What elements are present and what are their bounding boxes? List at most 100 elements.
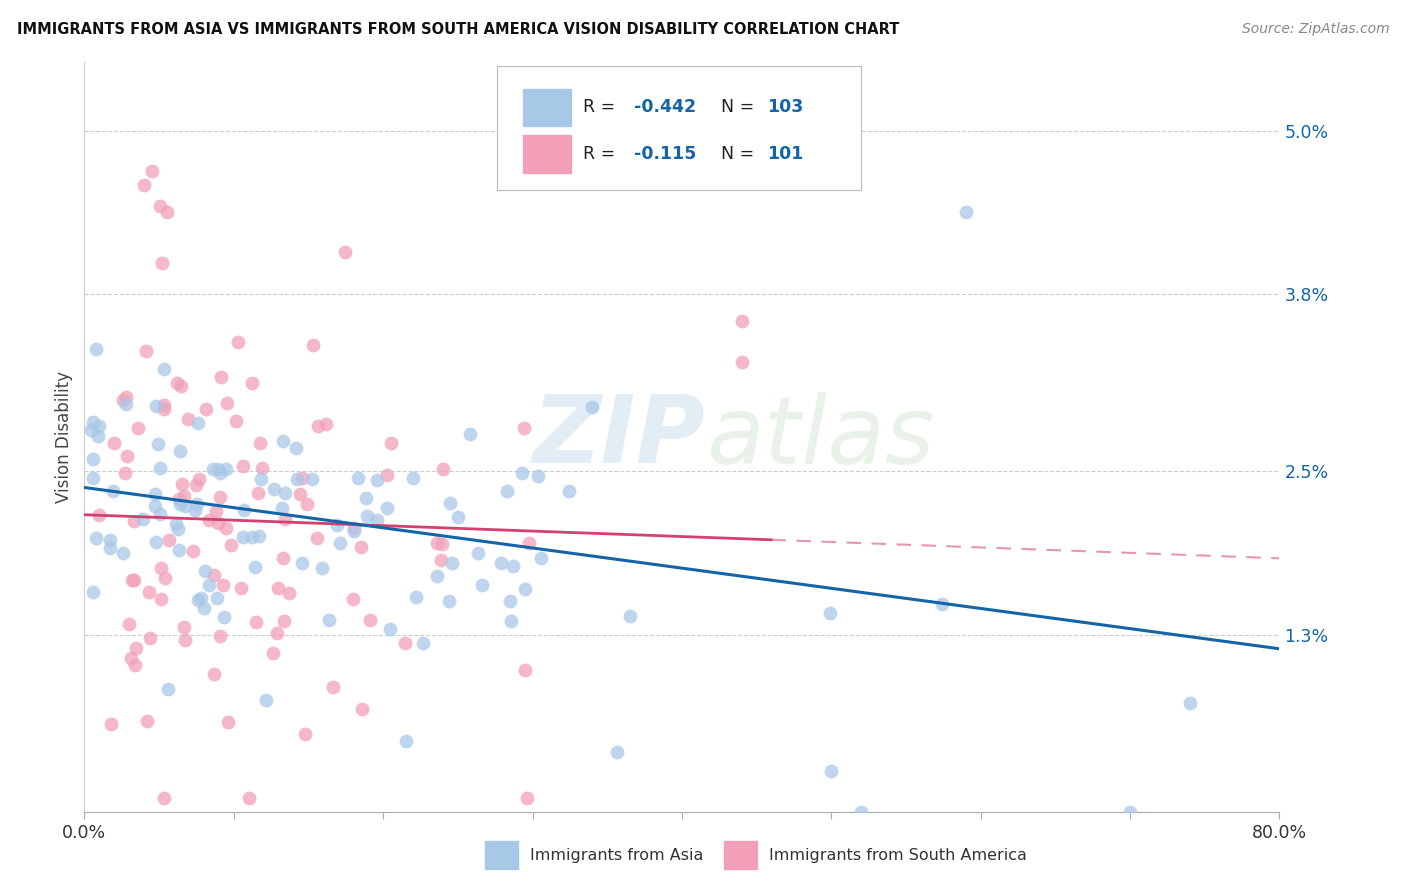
Immigrants from South America <box>173 620 195 634</box>
Immigrants from South America <box>267 581 290 595</box>
Immigrants from South America <box>198 513 221 527</box>
Immigrants from South America <box>273 614 295 628</box>
Immigrants from South America <box>240 376 263 390</box>
Immigrants from Asia <box>329 536 352 550</box>
Immigrants from South America <box>89 508 111 523</box>
Bar <box>724 841 758 870</box>
Immigrants from Asia <box>132 512 155 526</box>
Immigrants from Asia <box>502 559 524 574</box>
Immigrants from Asia <box>169 543 191 558</box>
Immigrants from Asia <box>527 469 550 483</box>
Immigrants from South America <box>516 791 538 805</box>
Immigrants from South America <box>247 486 270 500</box>
Immigrants from Asia <box>343 524 366 538</box>
Immigrants from Asia <box>285 472 308 486</box>
Text: R =: R = <box>582 98 620 116</box>
Immigrants from Asia <box>513 582 536 596</box>
Immigrants from Asia <box>82 416 104 430</box>
Text: Immigrants from South America: Immigrants from South America <box>769 847 1026 863</box>
Immigrants from Asia <box>98 541 121 555</box>
Immigrants from Asia <box>447 509 470 524</box>
Immigrants from Asia <box>1178 696 1201 710</box>
Immigrants from Asia <box>284 442 307 456</box>
Immigrants from Asia <box>247 529 270 543</box>
Immigrants from South America <box>118 617 141 632</box>
Immigrants from Asia <box>498 594 520 608</box>
Immigrants from Asia <box>256 693 278 707</box>
Immigrants from South America <box>278 585 301 599</box>
Bar <box>523 135 571 172</box>
Immigrants from South America <box>153 791 176 805</box>
Immigrants from South America <box>177 411 200 425</box>
Immigrants from South America <box>228 335 250 350</box>
Immigrants from Asia <box>190 591 212 605</box>
Immigrants from Asia <box>82 585 104 599</box>
Immigrants from Asia <box>208 466 231 480</box>
Immigrants from South America <box>225 414 247 428</box>
Immigrants from South America <box>138 584 160 599</box>
Immigrants from South America <box>217 714 239 729</box>
Immigrants from Asia <box>103 484 125 499</box>
Immigrants from Asia <box>153 361 176 376</box>
Immigrants from Asia <box>471 578 494 592</box>
Immigrants from South America <box>153 571 176 585</box>
Immigrants from Asia <box>193 601 215 615</box>
Immigrants from South America <box>207 516 229 530</box>
Text: Source: ZipAtlas.com: Source: ZipAtlas.com <box>1241 22 1389 37</box>
Immigrants from South America <box>181 543 204 558</box>
Immigrants from South America <box>141 164 163 178</box>
Immigrants from Asia <box>270 500 292 515</box>
Bar <box>523 88 571 126</box>
Immigrants from South America <box>429 552 451 566</box>
Immigrants from South America <box>149 199 172 213</box>
Immigrants from South America <box>215 521 238 535</box>
Immigrants from Asia <box>271 434 294 448</box>
Immigrants from Asia <box>149 507 172 521</box>
Immigrants from South America <box>100 717 122 731</box>
Immigrants from South America <box>238 791 260 805</box>
Immigrants from Asia <box>402 471 425 485</box>
Immigrants from Asia <box>426 569 449 583</box>
Immigrants from Asia <box>240 530 263 544</box>
Immigrants from South America <box>136 714 159 729</box>
Immigrants from South America <box>169 379 191 393</box>
Immigrants from Asia <box>205 591 228 605</box>
Immigrants from Asia <box>378 622 401 636</box>
Immigrants from Asia <box>558 483 581 498</box>
Immigrants from Asia <box>169 444 191 458</box>
Immigrants from South America <box>139 632 162 646</box>
Immigrants from South America <box>187 472 209 486</box>
Immigrants from Asia <box>89 419 111 434</box>
Immigrants from Asia <box>202 462 225 476</box>
Immigrants from South America <box>186 477 208 491</box>
Immigrants from South America <box>209 370 232 384</box>
Immigrants from Asia <box>489 556 512 570</box>
Immigrants from South America <box>127 421 149 435</box>
Immigrants from South America <box>122 515 145 529</box>
Immigrants from South America <box>157 533 180 547</box>
Immigrants from Asia <box>250 472 273 486</box>
Immigrants from South America <box>132 178 156 192</box>
Immigrants from South America <box>375 467 398 482</box>
Immigrants from Asia <box>405 590 427 604</box>
Immigrants from South America <box>103 435 125 450</box>
Immigrants from Asia <box>115 397 138 411</box>
Immigrants from South America <box>245 615 267 629</box>
Immigrants from South America <box>307 419 329 434</box>
Immigrants from Asia <box>412 635 434 649</box>
Immigrants from Asia <box>148 437 170 451</box>
Y-axis label: Vision Disability: Vision Disability <box>55 371 73 503</box>
Immigrants from Asia <box>366 474 388 488</box>
Immigrants from Asia <box>165 516 187 531</box>
Immigrants from Asia <box>366 513 388 527</box>
Immigrants from Asia <box>1119 805 1142 819</box>
Immigrants from Asia <box>98 533 121 547</box>
Immigrants from Asia <box>245 560 267 574</box>
Text: Immigrants from Asia: Immigrants from Asia <box>530 847 703 863</box>
Immigrants from Asia <box>167 522 190 536</box>
Immigrants from Asia <box>143 487 166 501</box>
Immigrants from Asia <box>619 609 641 624</box>
Immigrants from Asia <box>318 613 340 627</box>
Immigrants from South America <box>274 512 297 526</box>
Immigrants from South America <box>250 461 273 475</box>
